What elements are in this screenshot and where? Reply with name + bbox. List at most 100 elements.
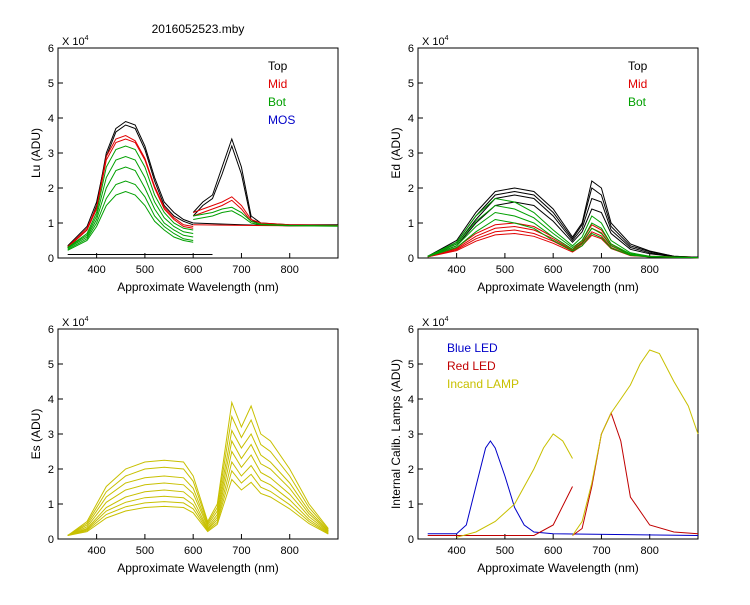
series-line-bot: [193, 210, 339, 227]
series-line-mid: [67, 134, 194, 248]
x-tick-label: 800: [281, 264, 299, 276]
x-tick-label: 400: [447, 545, 465, 557]
plot-frame: [57, 328, 339, 540]
panel-lamps: X 104 Internal Calib. Lamps (ADU) Approx…: [389, 316, 699, 575]
y-tick-label: 6: [48, 324, 54, 336]
y-tick-label: 6: [408, 43, 414, 55]
x-axis-label: Approximate Wavelength (nm): [117, 280, 279, 294]
legend-entry: Mid: [268, 77, 287, 91]
y-tick-label: 0: [48, 534, 54, 546]
x-tick-label: 500: [496, 264, 514, 276]
x-tick-label: 700: [232, 545, 250, 557]
exponent-label: X 104: [422, 316, 449, 329]
legend-entry: Blue LED: [447, 341, 498, 355]
series-line-top: [427, 201, 699, 258]
series-line-top: [67, 124, 194, 247]
series-line-es: [67, 450, 329, 536]
series-line-bot: [427, 211, 699, 259]
series-line-top: [427, 187, 699, 258]
series-line-bot: [67, 166, 194, 249]
y-tick-label: 3: [408, 148, 414, 160]
series-line-mid: [67, 138, 194, 248]
legend-entry: Mid: [628, 77, 647, 91]
series-line-top: [427, 194, 699, 258]
y-axis-label: Ed (ADU): [389, 127, 403, 178]
legend-entry: Incand LAMP: [447, 377, 519, 391]
y-tick-label: 0: [408, 253, 414, 265]
exponent-label: X 104: [422, 35, 449, 48]
series-line-bot: [67, 190, 194, 251]
y-tick-label: 4: [48, 113, 54, 125]
y-tick-label: 1: [408, 218, 414, 230]
y-tick-label: 6: [48, 43, 54, 55]
y-tick-label: 5: [48, 78, 54, 90]
series-line-es: [67, 478, 329, 536]
panel-es: X 104 Es (ADU) Approximate Wavelength (n…: [29, 316, 339, 575]
y-tick-label: 5: [408, 78, 414, 90]
x-tick-label: 400: [87, 264, 105, 276]
x-tick-label: 400: [447, 264, 465, 276]
series-line-bot: [427, 218, 699, 259]
x-tick-label: 700: [592, 264, 610, 276]
legend-entry: Top: [268, 59, 288, 73]
legend-entry: Top: [628, 59, 648, 73]
x-tick-label: 500: [136, 264, 154, 276]
x-axis-label: Approximate Wavelength (nm): [477, 280, 639, 294]
y-tick-label: 3: [48, 148, 54, 160]
y-tick-label: 6: [408, 324, 414, 336]
legend-entry: MOS: [268, 113, 295, 127]
y-axis-label: Es (ADU): [29, 409, 43, 460]
y-axis-label: Lu (ADU): [29, 128, 43, 178]
y-tick-label: 3: [408, 429, 414, 441]
x-tick-label: 600: [184, 545, 202, 557]
y-tick-label: 4: [408, 394, 414, 406]
series-line-mid: [193, 196, 339, 226]
y-tick-label: 1: [48, 218, 54, 230]
plot-frame: [57, 47, 339, 259]
series-line-es: [67, 429, 329, 536]
series-line-top: [427, 180, 699, 258]
y-tick-label: 1: [48, 499, 54, 511]
x-tick-label: 500: [136, 545, 154, 557]
legend-entry: Red LED: [447, 359, 496, 373]
x-tick-label: 600: [184, 264, 202, 276]
legend-entry: Bot: [628, 95, 647, 109]
y-tick-label: 5: [48, 359, 54, 371]
series-line-bot: [67, 155, 194, 248]
x-tick-label: 800: [281, 545, 299, 557]
exponent-label: X 104: [62, 35, 89, 48]
y-tick-label: 1: [408, 499, 414, 511]
x-axis-label: Approximate Wavelength (nm): [477, 561, 639, 575]
x-tick-label: 700: [232, 264, 250, 276]
y-tick-label: 2: [48, 464, 54, 476]
series-line-bot: [67, 145, 194, 248]
x-tick-label: 700: [592, 545, 610, 557]
series-line-blue-led: [427, 440, 699, 536]
series-line-es: [67, 400, 329, 536]
series-line-bot: [427, 197, 699, 259]
y-tick-label: 0: [408, 534, 414, 546]
series-line-red-led: [572, 411, 699, 536]
y-tick-label: 4: [408, 113, 414, 125]
x-tick-label: 600: [544, 545, 562, 557]
series-line-incand-lamp: [572, 349, 699, 536]
series-line-es: [67, 439, 329, 536]
series-line-es: [67, 414, 329, 536]
y-tick-label: 3: [48, 429, 54, 441]
legend-entry: Bot: [268, 95, 287, 109]
series-line-incand-lamp: [456, 433, 573, 538]
x-tick-label: 800: [641, 545, 659, 557]
y-tick-label: 2: [48, 183, 54, 195]
y-axis-label: Internal Calib. Lamps (ADU): [389, 359, 403, 509]
figure-title: 2016052523.mby: [152, 22, 245, 36]
x-axis-label: Approximate Wavelength (nm): [117, 561, 279, 575]
exponent-label: X 104: [62, 316, 89, 329]
series-line-red-led: [427, 486, 573, 536]
y-tick-label: 4: [48, 394, 54, 406]
series-line-top: [192, 144, 339, 227]
series-line-bot: [67, 180, 194, 250]
x-tick-label: 400: [87, 545, 105, 557]
panel-ed: X 104 Ed (ADU) Approximate Wavelength (n…: [389, 35, 699, 294]
panel-lu: X 104 Lu (ADU) Approximate Wavelength (n…: [29, 35, 339, 294]
